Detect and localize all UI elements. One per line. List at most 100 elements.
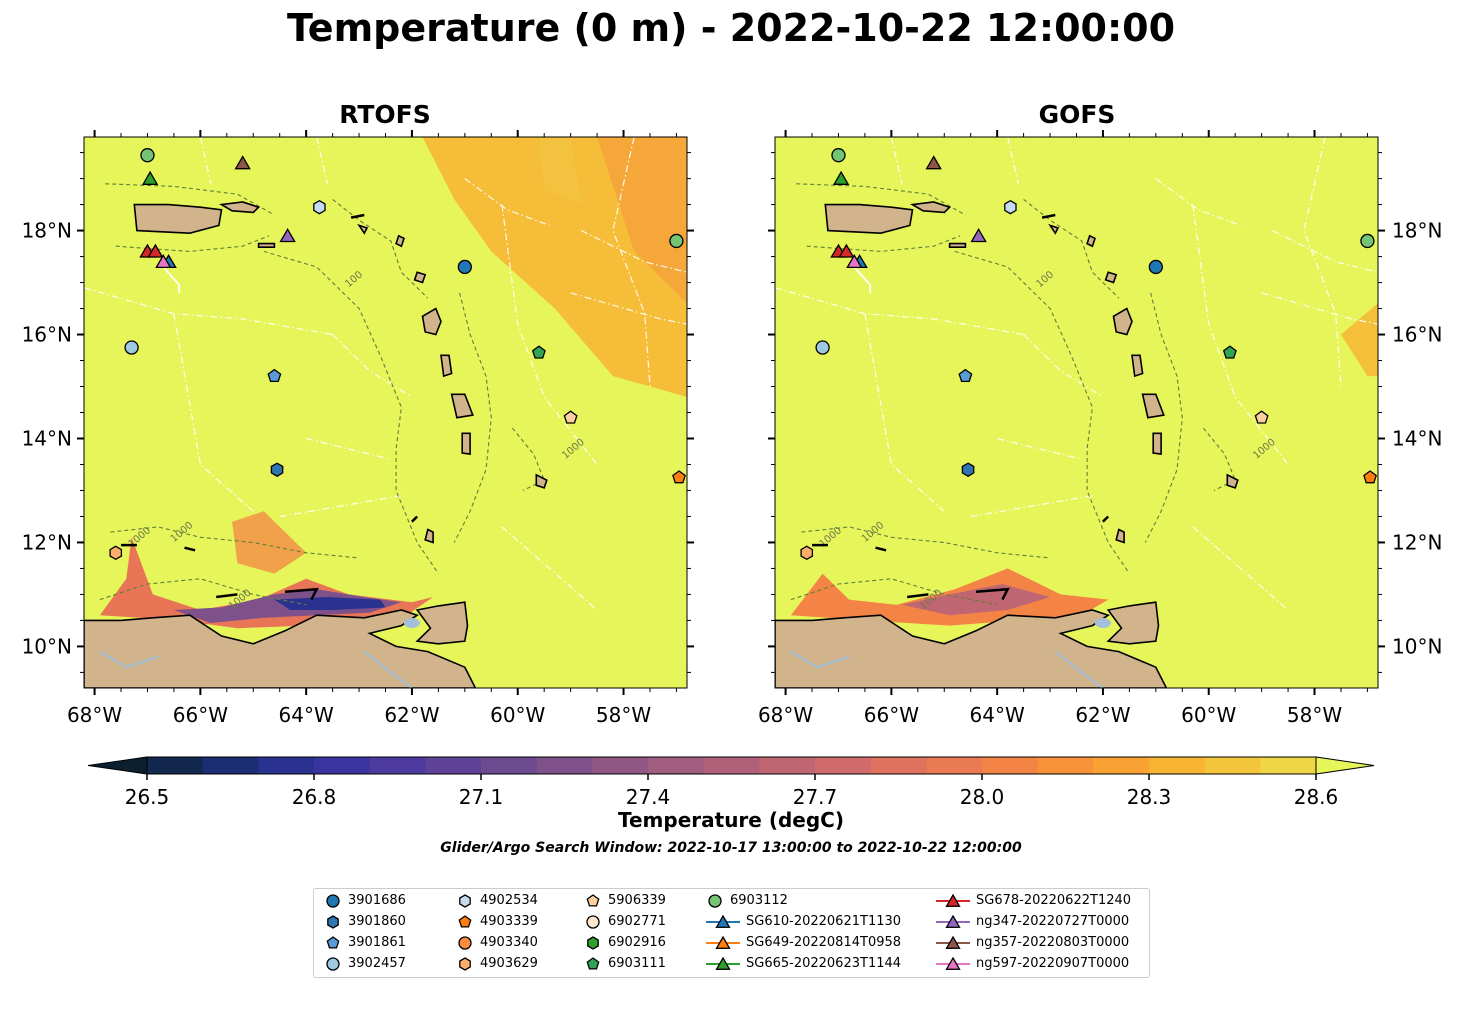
legend-swatch: [587, 936, 599, 950]
legend-swatch: [326, 936, 340, 949]
legend-label: ng357-20220803T0000: [976, 935, 1130, 950]
glider-track: [162, 266, 181, 293]
island-land: [413, 271, 427, 284]
warm-anomaly-core: [597, 137, 687, 304]
island-land: [910, 201, 952, 214]
lon-tick-label: 64°W: [279, 703, 334, 727]
glider-track: [853, 266, 872, 293]
legend-entry: SG610-20220621T1130: [704, 912, 901, 932]
legend-swatch: [458, 936, 472, 950]
islet-coastline: [184, 546, 196, 552]
legend-marker: [715, 935, 731, 949]
eez-boundary-line: [316, 137, 328, 184]
legend-marker: [458, 915, 472, 928]
island-land: [1152, 432, 1162, 456]
colorbar-label: Temperature (degC): [618, 808, 844, 832]
colorbar-tick-label: 26.8: [292, 785, 337, 809]
legend-label: 3901686: [348, 893, 406, 908]
legend-swatch: [706, 914, 740, 928]
legend-swatch: [458, 915, 472, 928]
colorbar-bin: [703, 757, 760, 774]
legend-label: 4903629: [480, 956, 538, 971]
islet-coastline: [907, 593, 929, 599]
colorbar-bin: [1037, 757, 1094, 774]
legend-label: ng347-20220727T0000: [976, 914, 1130, 929]
island-land: [424, 528, 434, 544]
legend-label: 6902916: [608, 935, 666, 950]
legend-marker: [586, 957, 600, 970]
legend-entry: ng357-20220803T0000: [934, 933, 1129, 953]
eez-boundary-line: [612, 137, 651, 387]
legend-swatch: [936, 956, 970, 970]
observation-marker: [140, 148, 155, 163]
legend-marker: [945, 893, 961, 907]
island-land: [257, 242, 276, 248]
legend-label: 6903111: [608, 956, 666, 971]
colorbar-bin: [536, 757, 593, 774]
observation-marker: [832, 170, 850, 185]
bathymetry-contour: [453, 292, 492, 543]
colorbar-bin: [369, 757, 426, 774]
island-land: [1112, 307, 1133, 336]
legend-marker: [459, 894, 471, 908]
lon-tick-label: 62°W: [384, 703, 439, 727]
cool-plume-north: [232, 511, 307, 574]
bathymetry-contour: [790, 578, 998, 606]
island-land: [1131, 354, 1144, 378]
colorbar-tick-label: 28.6: [1294, 785, 1339, 809]
island-land: [440, 354, 453, 378]
colorbar-tick-label: 26.5: [125, 785, 170, 809]
colorbar-bin: [425, 757, 482, 774]
colorbar-bin: [759, 757, 816, 774]
lon-tick-label: 62°W: [1075, 703, 1130, 727]
colorbar-tick-label: 27.7: [793, 785, 838, 809]
colorbar-bin: [648, 757, 705, 774]
river: [99, 650, 159, 669]
lon-tick-label: 60°W: [1181, 703, 1236, 727]
legend-label: 3901860: [348, 914, 406, 929]
legend-marker: [586, 915, 600, 929]
legend-marker: [326, 894, 340, 908]
legend-label: 6902771: [608, 914, 666, 929]
legend-entry: 4903340: [454, 933, 538, 953]
legend-entry: 6902771: [582, 912, 666, 932]
legend-swatch: [326, 894, 340, 908]
legend-swatch: [327, 915, 339, 929]
lon-tick-label: 68°W: [67, 703, 122, 727]
observation-marker: [800, 545, 814, 561]
trinidad-land: [415, 601, 469, 645]
bathymetry-contour: [99, 578, 307, 606]
colorbar-bin: [314, 757, 371, 774]
colorbar-tick-label: 28.0: [960, 785, 1005, 809]
colorbar-tick-label: 27.4: [626, 785, 671, 809]
legend-entry: 3901686: [322, 891, 406, 911]
legend-label: 4902534: [480, 893, 538, 908]
legend-swatch: [326, 957, 340, 971]
colorbar-bin: [926, 757, 983, 774]
eez-boundary-line: [1023, 334, 1104, 398]
eez-boundary-line: [501, 204, 598, 465]
lat-tick-label: 12°N: [22, 530, 72, 554]
observation-marker: [815, 340, 830, 355]
legend-marker: [327, 915, 339, 929]
legend-marker: [458, 936, 472, 950]
eez-boundary-line: [306, 437, 391, 460]
observation-marker: [838, 243, 855, 258]
lon-tick-label: 66°W: [173, 703, 228, 727]
observation-marker: [1363, 470, 1377, 484]
observation-marker: [124, 340, 139, 355]
legend-marker: [708, 894, 722, 908]
legend-label: 6903112: [730, 893, 788, 908]
legend-entry: 6902916: [582, 933, 666, 953]
legend-entry: 3901860: [322, 912, 406, 932]
cool-plume-core: [901, 584, 1051, 616]
colorbar-bin: [1093, 757, 1150, 774]
legend-label: SG665-20220623T1144: [746, 956, 902, 971]
colorbar-bin: [1204, 757, 1261, 774]
lat-tick-label: 16°N: [1392, 323, 1442, 347]
observation-marker: [1254, 410, 1269, 424]
island-land: [1141, 393, 1165, 419]
lat-tick-label: 18°N: [1392, 219, 1442, 243]
legend-marker: [715, 914, 731, 928]
observation-marker: [1222, 345, 1237, 359]
